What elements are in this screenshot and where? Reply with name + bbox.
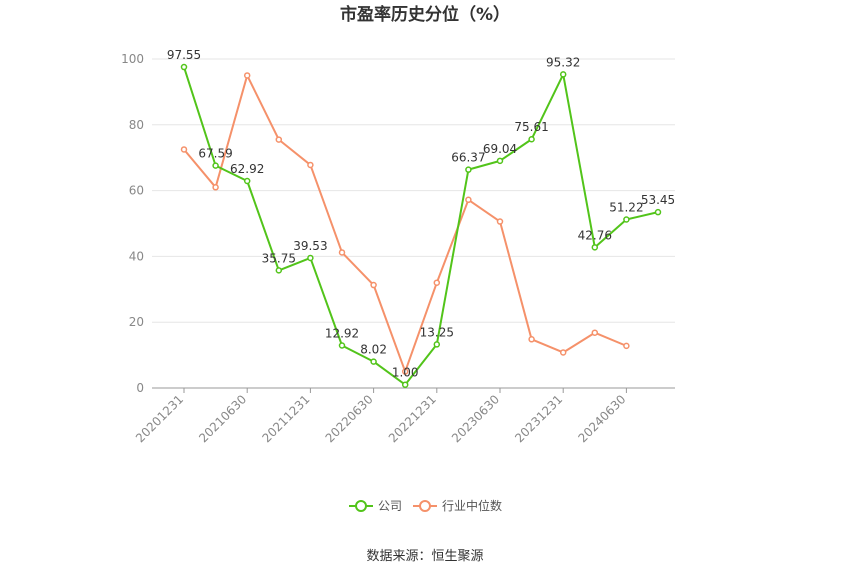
data-point <box>496 218 504 225</box>
data-point <box>401 381 409 388</box>
legend-marker <box>419 500 431 512</box>
data-point <box>180 63 188 71</box>
y-tick-label: 0 <box>136 381 144 395</box>
data-label: 42.76 <box>578 228 612 242</box>
data-point <box>370 281 377 289</box>
data-label: 69.04 <box>483 142 517 156</box>
data-label: 66.37 <box>451 151 485 165</box>
y-tick-label: 60 <box>129 184 144 198</box>
data-label: 67.59 <box>198 147 232 161</box>
y-tick-label: 80 <box>129 118 144 132</box>
data-point <box>307 254 314 262</box>
data-label: 12.92 <box>325 326 359 340</box>
y-tick-label: 100 <box>121 52 144 66</box>
data-point <box>623 342 630 350</box>
series-layer <box>180 63 662 388</box>
x-tick-label: 20201231 <box>133 392 186 445</box>
data-point <box>243 177 251 185</box>
data-point <box>180 146 188 153</box>
data-point <box>433 341 441 348</box>
legend-label: 行业中位数 <box>442 498 502 513</box>
data-label: 62.92 <box>230 162 264 176</box>
x-tick-label: 20220630 <box>323 392 376 445</box>
x-axis: 20201231 20210630 20211231 20220630 20221231… <box>133 387 675 445</box>
x-tick-label: 20211231 <box>259 392 312 445</box>
data-label: 75.61 <box>514 120 548 134</box>
data-point <box>559 349 567 356</box>
data-point <box>401 368 409 375</box>
y-axis: 0 20 40 60 80 100 <box>121 52 144 395</box>
legend-marker <box>355 500 367 512</box>
data-point <box>623 216 630 223</box>
legend: 公司 行业中位数 <box>349 498 502 513</box>
data-label: 35.75 <box>262 251 296 265</box>
data-point <box>465 196 472 204</box>
data-point <box>528 135 535 143</box>
x-tick-label: 20210630 <box>196 392 249 445</box>
data-point <box>654 208 662 216</box>
data-point <box>591 244 599 251</box>
data-label: 1.00 <box>392 366 419 380</box>
data-point <box>528 336 535 343</box>
source-note: 数据来源：恒生聚源 <box>366 549 483 564</box>
data-label: 53.45 <box>641 193 675 207</box>
series-line-公司 <box>183 66 659 386</box>
data-point <box>496 157 504 165</box>
data-point <box>275 267 283 274</box>
x-tick-label: 20221231 <box>386 392 439 445</box>
data-label: 95.32 <box>546 55 580 69</box>
y-tick-label: 40 <box>129 249 144 263</box>
data-point <box>559 71 567 78</box>
data-point <box>307 161 314 169</box>
data-point <box>591 329 599 336</box>
data-point <box>275 136 283 143</box>
data-label: 97.55 <box>167 48 201 62</box>
data-point <box>212 184 219 191</box>
data-label: 39.53 <box>293 239 327 253</box>
data-point <box>433 279 441 286</box>
data-point <box>338 342 346 349</box>
data-point <box>243 72 251 79</box>
data-point <box>370 358 377 365</box>
data-point <box>212 162 219 169</box>
y-tick-label: 20 <box>129 315 144 329</box>
data-point <box>338 249 346 256</box>
grid-lines <box>152 58 675 323</box>
series-line-行业中位数 <box>183 74 627 373</box>
x-tick-label: 20230630 <box>449 392 502 445</box>
data-label: 13.25 <box>420 325 454 339</box>
x-tick-label: 20240630 <box>575 392 628 445</box>
data-label: 51.22 <box>609 200 643 214</box>
chart-title: 市盈率历史分位（%） <box>340 4 510 25</box>
legend-label: 公司 <box>378 499 402 513</box>
x-tick-label: 20231231 <box>512 392 565 445</box>
data-label: 8.02 <box>360 343 387 357</box>
data-point <box>465 166 472 173</box>
